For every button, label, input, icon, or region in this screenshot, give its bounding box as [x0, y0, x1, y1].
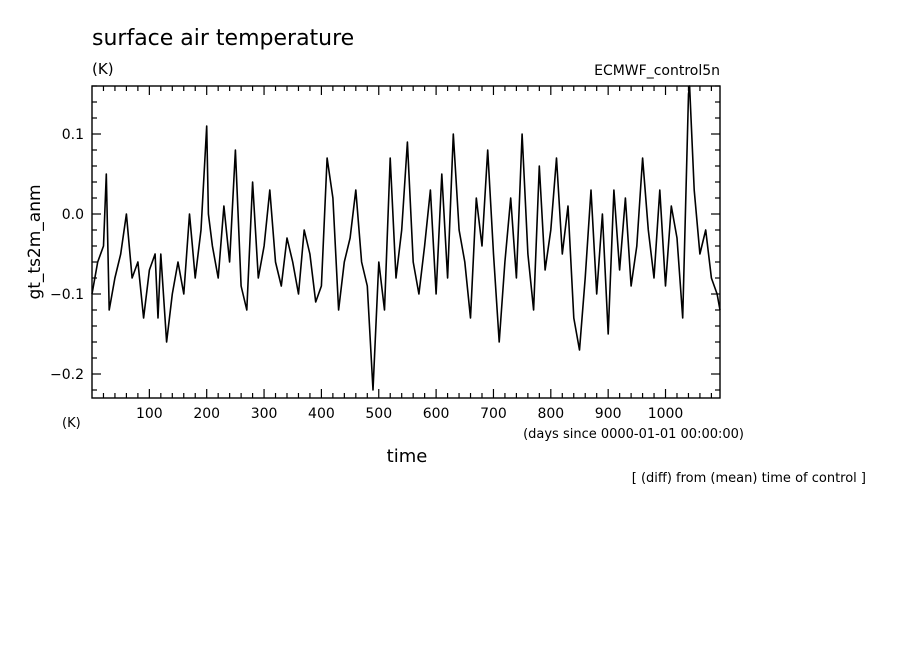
y-axis-label: gt_ts2m_anm [25, 184, 45, 299]
y-tick-label: 0.1 [62, 127, 84, 143]
axis-ticks [92, 85, 720, 398]
footnote: [ (diff) from (mean) time of control ] [632, 471, 866, 486]
x-tick-labels: 100 200 300 400 500 600 700 800 900 1000 [136, 406, 683, 422]
x-tick-label: 200 [193, 406, 220, 422]
x-tick-label: 400 [308, 406, 335, 422]
x-tick-label: 500 [365, 406, 392, 422]
y-tick-label: −0.1 [50, 287, 84, 303]
x-tick-label: 900 [595, 406, 622, 422]
x-tick-label: 600 [423, 406, 450, 422]
y-tick-labels: −0.2 −0.1 0.0 0.1 [50, 127, 84, 383]
chart-title: surface air temperature [92, 26, 354, 51]
title-unit: (K) [92, 60, 114, 78]
y-tick-label: 0.0 [62, 207, 84, 223]
y-tick-label: −0.2 [50, 367, 84, 383]
plot-frame [91, 85, 721, 399]
x-tick-label: 100 [136, 406, 163, 422]
x-tick-label: 700 [480, 406, 507, 422]
data-series-line [91, 85, 721, 391]
y-unit-label: (K) [62, 416, 81, 431]
x-tick-label: 800 [537, 406, 564, 422]
x-axis-label: time [387, 446, 428, 467]
experiment-name: ECMWF_control5n [594, 63, 720, 79]
x-tick-label: 300 [251, 406, 278, 422]
x-tick-label: 1000 [648, 406, 684, 422]
x-unit-label: (days since 0000-01-01 00:00:00) [523, 427, 744, 442]
